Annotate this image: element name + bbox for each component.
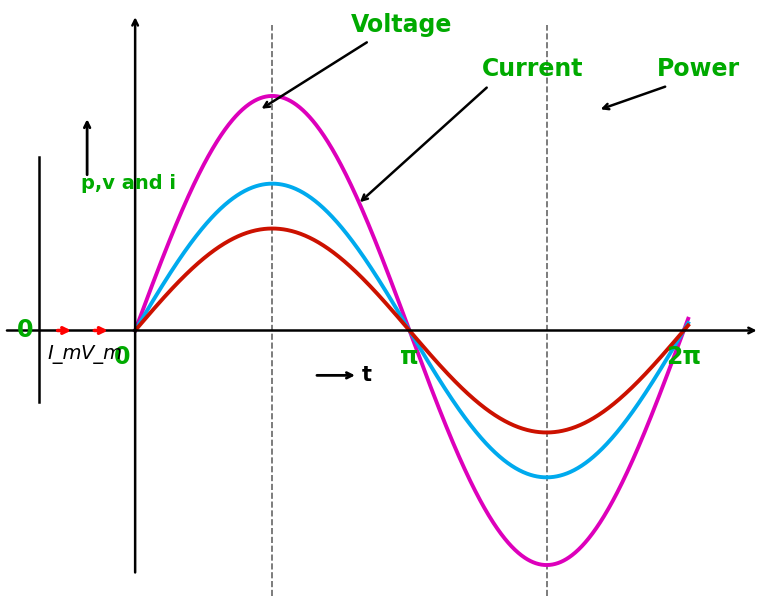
Text: Power: Power	[657, 57, 740, 81]
Text: Current: Current	[482, 57, 583, 81]
Text: I_m: I_m	[47, 345, 81, 364]
Text: π: π	[400, 345, 419, 369]
Text: t: t	[362, 365, 372, 386]
Text: Voltage: Voltage	[351, 13, 452, 37]
Text: V_m: V_m	[80, 345, 122, 364]
Text: p,v and i: p,v and i	[81, 174, 176, 193]
Text: 2π: 2π	[667, 345, 701, 369]
Text: 0: 0	[114, 345, 131, 369]
Text: 0: 0	[16, 318, 33, 342]
